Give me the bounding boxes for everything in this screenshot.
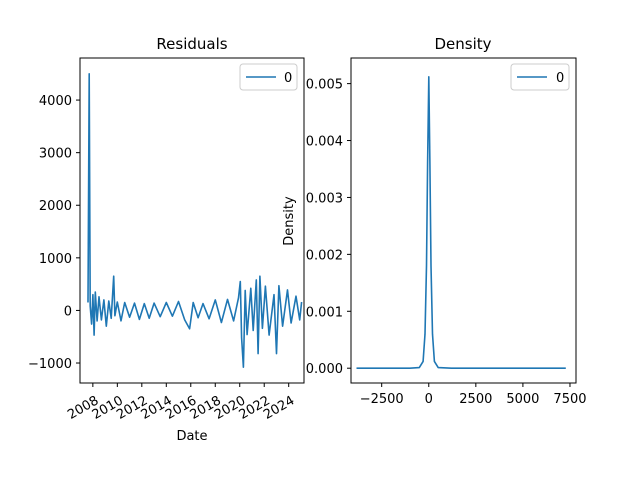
- density-panel: Density 0.000 0.001 0.002 0.003 0.004 0.005 −2…: [282, 35, 587, 407]
- density-x-tick-label: 2500: [459, 392, 492, 407]
- residuals-y-tick-label: 2000: [39, 199, 72, 214]
- density-axes-frame: [350, 57, 577, 384]
- density-x-tick-label: 7500: [553, 392, 586, 407]
- residuals-legend: 0: [239, 63, 298, 91]
- density-title: Density: [434, 35, 491, 53]
- residuals-axes-frame: [79, 57, 305, 384]
- residuals-x-axis-label: Date: [176, 429, 207, 444]
- density-marks: 0.000 0.001 0.002 0.003 0.004 0.005 −2500 0 2500…: [306, 76, 587, 407]
- residuals-series-line: [87, 73, 303, 369]
- density-y-tick-label: 0.004: [306, 135, 343, 150]
- density-legend: 0: [510, 63, 570, 91]
- density-x-tick-label: 5000: [506, 392, 539, 407]
- residuals-panel: Residuals −10000100020003000400020082010…: [28, 35, 305, 444]
- density-y-tick-label: 0.002: [306, 248, 343, 263]
- density-y-tick-label: 0.005: [306, 78, 343, 93]
- residuals-y-tick-label: −1000: [28, 357, 72, 372]
- residuals-y-tick-label: 4000: [39, 94, 72, 109]
- density-x-tick-label: −2500: [360, 392, 404, 407]
- residuals-title: Residuals: [156, 35, 227, 53]
- residuals-marks: −100001000200030004000200820102012201420…: [28, 73, 303, 423]
- density-x-tick-label: 0: [425, 392, 433, 407]
- density-y-tick-label: 0.001: [306, 305, 343, 320]
- density-y-tick-label: 0.003: [306, 191, 343, 206]
- density-y-tick-label: 0.000: [306, 362, 343, 377]
- residuals-y-tick-label: 0: [64, 304, 72, 319]
- residuals-y-tick-label: 3000: [39, 147, 72, 162]
- density-series-line: [356, 76, 566, 370]
- residuals-y-tick-label: 1000: [39, 252, 72, 267]
- density-legend-label: 0: [556, 71, 564, 86]
- density-y-axis-label: Density: [282, 196, 297, 246]
- residuals-legend-label: 0: [284, 71, 292, 86]
